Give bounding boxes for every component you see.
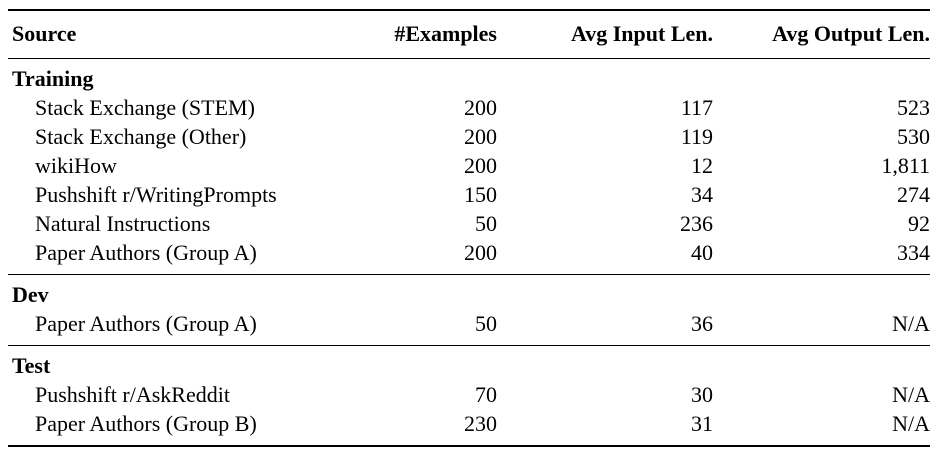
table-row: Stack Exchange (STEM) 200 117 523 (8, 93, 930, 122)
column-header-avg-input-len: Avg Input Len. (497, 10, 713, 59)
cell-examples: 230 (464, 411, 497, 436)
dataset-statistics-table: Source #Examples Avg Input Len. Avg Outp… (8, 9, 930, 447)
section-label-row: Test (8, 346, 930, 381)
cell-source: Pushshift r/AskReddit (35, 382, 230, 407)
section-test: Test Pushshift r/AskReddit 70 30 N/A Pap… (8, 345, 930, 447)
cell-examples: 150 (464, 182, 497, 207)
section-label: Training (12, 66, 94, 91)
table-row: Stack Exchange (Other) 200 119 530 (8, 122, 930, 151)
cell-avg-input-len: 34 (691, 182, 713, 207)
column-header-examples: #Examples (348, 10, 497, 59)
cell-source: Paper Authors (Group B) (35, 411, 257, 436)
cell-examples: 200 (464, 153, 497, 178)
cell-avg-output-len: 1,811 (881, 153, 930, 178)
table-row: Natural Instructions 50 236 92 (8, 209, 930, 238)
table-row: Pushshift r/WritingPrompts 150 34 274 (8, 180, 930, 209)
section-dev: Dev Paper Authors (Group A) 50 36 N/A (8, 274, 930, 346)
cell-avg-output-len: 523 (897, 95, 930, 120)
section-label-row: Training (8, 59, 930, 94)
cell-avg-input-len: 117 (680, 95, 713, 120)
cell-examples: 50 (475, 311, 497, 336)
section-label-row: Dev (8, 275, 930, 310)
cell-examples: 70 (475, 382, 497, 407)
cell-avg-input-len: 40 (691, 240, 713, 265)
cell-avg-output-len: N/A (892, 411, 930, 436)
cell-examples: 200 (464, 124, 497, 149)
cell-avg-input-len: 12 (691, 153, 713, 178)
cell-avg-input-len: 236 (680, 211, 713, 236)
cell-avg-output-len: 92 (908, 211, 930, 236)
table-row: Paper Authors (Group A) 200 40 334 (8, 238, 930, 275)
cell-avg-output-len: N/A (892, 382, 930, 407)
column-header-avg-output-len: Avg Output Len. (713, 10, 930, 59)
cell-avg-input-len: 36 (691, 311, 713, 336)
cell-avg-output-len: 530 (897, 124, 930, 149)
cell-examples: 50 (475, 211, 497, 236)
section-label: Dev (12, 282, 49, 307)
cell-avg-input-len: 119 (680, 124, 713, 149)
section-label: Test (12, 353, 51, 378)
cell-examples: 200 (464, 240, 497, 265)
table-row: wikiHow 200 12 1,811 (8, 151, 930, 180)
cell-source: Stack Exchange (STEM) (35, 95, 255, 120)
table-header: Source #Examples Avg Input Len. Avg Outp… (8, 10, 930, 59)
cell-source: Paper Authors (Group A) (35, 311, 257, 336)
cell-avg-input-len: 31 (691, 411, 713, 436)
header-row: Source #Examples Avg Input Len. Avg Outp… (8, 10, 930, 59)
cell-source: Natural Instructions (35, 211, 211, 236)
cell-source: Paper Authors (Group A) (35, 240, 257, 265)
column-header-source: Source (8, 10, 348, 59)
cell-examples: 200 (464, 95, 497, 120)
cell-source: Pushshift r/WritingPrompts (35, 182, 277, 207)
table-row: Paper Authors (Group A) 50 36 N/A (8, 309, 930, 346)
cell-avg-input-len: 30 (691, 382, 713, 407)
table-row: Paper Authors (Group B) 230 31 N/A (8, 409, 930, 446)
cell-source: wikiHow (35, 153, 117, 178)
cell-avg-output-len: N/A (892, 311, 930, 336)
cell-avg-output-len: 334 (897, 240, 930, 265)
cell-source: Stack Exchange (Other) (35, 124, 247, 149)
section-training: Training Stack Exchange (STEM) 200 117 5… (8, 59, 930, 275)
cell-avg-output-len: 274 (897, 182, 930, 207)
table-row: Pushshift r/AskReddit 70 30 N/A (8, 380, 930, 409)
